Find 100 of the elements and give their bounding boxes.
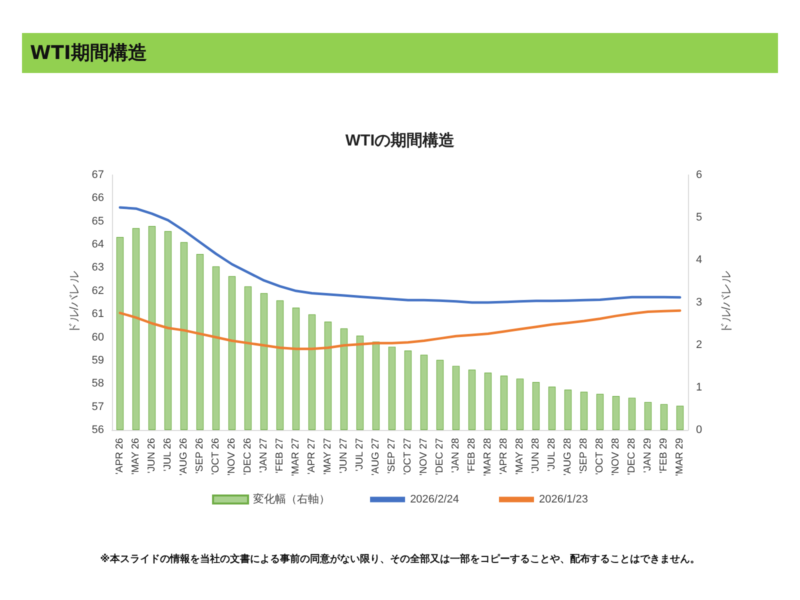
x-tick-label: 'DEC 28	[626, 438, 638, 475]
bar	[340, 328, 348, 430]
x-tick-label: 'MAY 26	[130, 438, 142, 475]
bar	[324, 322, 332, 430]
x-tick-label: 'AUG 26	[178, 438, 190, 476]
chart-title: WTIの期間構造	[345, 132, 456, 150]
y-tick-label: 64	[92, 238, 104, 251]
y-axis-title: ドル/バレル	[67, 270, 81, 334]
y2-axis-title: ドル/バレル	[719, 270, 733, 334]
y-tick-label: 56	[92, 424, 104, 436]
bar	[532, 382, 540, 430]
bar	[372, 342, 380, 430]
x-tick-label: 'MAR 28	[482, 438, 494, 476]
bar	[148, 226, 156, 430]
x-tick-label: 'NOV 26	[226, 438, 238, 476]
bar	[196, 254, 204, 430]
bar	[164, 231, 172, 430]
x-tick-label: 'JUN 28	[530, 438, 542, 474]
bar	[660, 404, 668, 430]
x-tick-label: 'MAR 27	[290, 438, 302, 476]
bar	[484, 372, 492, 430]
y2-tick-label: 5	[696, 212, 702, 224]
bar	[132, 228, 140, 430]
legend-label: 2026/1/23	[539, 494, 588, 506]
y2-tick-label: 6	[696, 169, 702, 181]
x-tick-label: 'OCT 26	[210, 438, 222, 475]
y-tick-label: 66	[92, 192, 104, 204]
x-tick-label: 'DEC 27	[434, 438, 446, 475]
bar	[676, 406, 684, 430]
line-series	[118, 206, 682, 304]
bar	[228, 276, 236, 430]
y2-tick-label: 4	[696, 254, 702, 266]
bar	[644, 402, 652, 430]
x-tick-label: 'JUN 27	[338, 438, 350, 474]
x-tick-label: 'JUL 26	[162, 438, 174, 472]
bar	[404, 350, 412, 430]
legend-label: 2026/2/24	[410, 494, 459, 506]
y-tick-label: 63	[92, 262, 104, 274]
x-tick-label: 'APR 26	[114, 438, 126, 474]
x-tick-label: 'JUL 28	[546, 438, 558, 472]
x-tick-label: 'FEB 29	[658, 438, 670, 474]
y2-tick-label: 2	[696, 339, 702, 351]
bar	[596, 394, 604, 430]
bar	[212, 266, 220, 430]
chart-subtitle: WTI期間構造	[22, 33, 778, 73]
x-tick-label: 'DEC 26	[242, 438, 254, 475]
x-tick-label: 'JUN 26	[146, 438, 158, 474]
x-tick-label: 'JUL 27	[354, 438, 366, 472]
x-tick-label: 'MAY 28	[514, 438, 526, 475]
bar	[580, 392, 588, 430]
y-tick-label: 60	[92, 331, 104, 344]
bar	[628, 398, 636, 430]
bar	[388, 346, 396, 430]
bar	[276, 300, 284, 430]
y2-tick-label: 1	[696, 382, 702, 394]
x-tick-label: 'JAN 27	[258, 438, 270, 473]
bar	[612, 396, 620, 430]
y-tick-label: 58	[92, 378, 104, 390]
x-tick-label: 'SEP 26	[194, 438, 206, 474]
bar	[244, 286, 252, 430]
x-tick-label: 'NOV 27	[418, 438, 430, 476]
x-tick-label: 'MAR 29	[674, 438, 686, 476]
bar	[116, 237, 124, 430]
x-tick-label: 'FEB 28	[466, 438, 478, 474]
y-tick-label: 57	[92, 400, 104, 413]
bar	[356, 336, 364, 430]
line-series	[118, 309, 682, 350]
bar	[260, 293, 268, 430]
x-tick-label: 'JAN 28	[450, 438, 462, 473]
bar	[420, 354, 428, 430]
bar	[180, 242, 188, 430]
y2-tick-label: 0	[696, 424, 702, 436]
bar	[292, 308, 300, 430]
y-tick-label: 65	[92, 215, 104, 228]
y-tick-label: 67	[92, 169, 104, 181]
legend-label: 変化幅（右軸）	[253, 492, 330, 506]
bar	[564, 390, 572, 430]
x-tick-label: 'OCT 27	[402, 438, 414, 475]
x-tick-label: 'NOV 28	[610, 438, 622, 476]
bar	[516, 378, 524, 430]
x-tick-label: 'APR 28	[498, 438, 510, 474]
y2-tick-label: 3	[696, 296, 702, 308]
x-tick-label: 'OCT 28	[594, 438, 606, 475]
x-tick-label: 'SEP 27	[386, 438, 398, 474]
bar	[500, 376, 508, 430]
x-tick-label: 'AUG 27	[370, 438, 382, 476]
x-tick-label: 'APR 27	[306, 438, 318, 474]
y-tick-label: 61	[92, 308, 104, 320]
bar	[452, 366, 460, 430]
y-tick-label: 62	[92, 284, 104, 297]
bar	[436, 360, 444, 430]
x-tick-label: 'AUG 28	[562, 438, 574, 476]
bar	[468, 370, 476, 430]
x-tick-label: 'MAY 27	[322, 438, 334, 475]
x-tick-label: 'SEP 28	[578, 438, 590, 474]
text: ※本スライドの情報を当社の文書による事前の同意がない限り、その全部又は一部をコピーすることや、配布することはできません。	[99, 552, 701, 566]
x-tick-label: 'JAN 29	[642, 438, 654, 473]
x-tick-label: 'FEB 27	[274, 438, 286, 474]
bar	[548, 386, 556, 430]
bar	[308, 314, 316, 430]
